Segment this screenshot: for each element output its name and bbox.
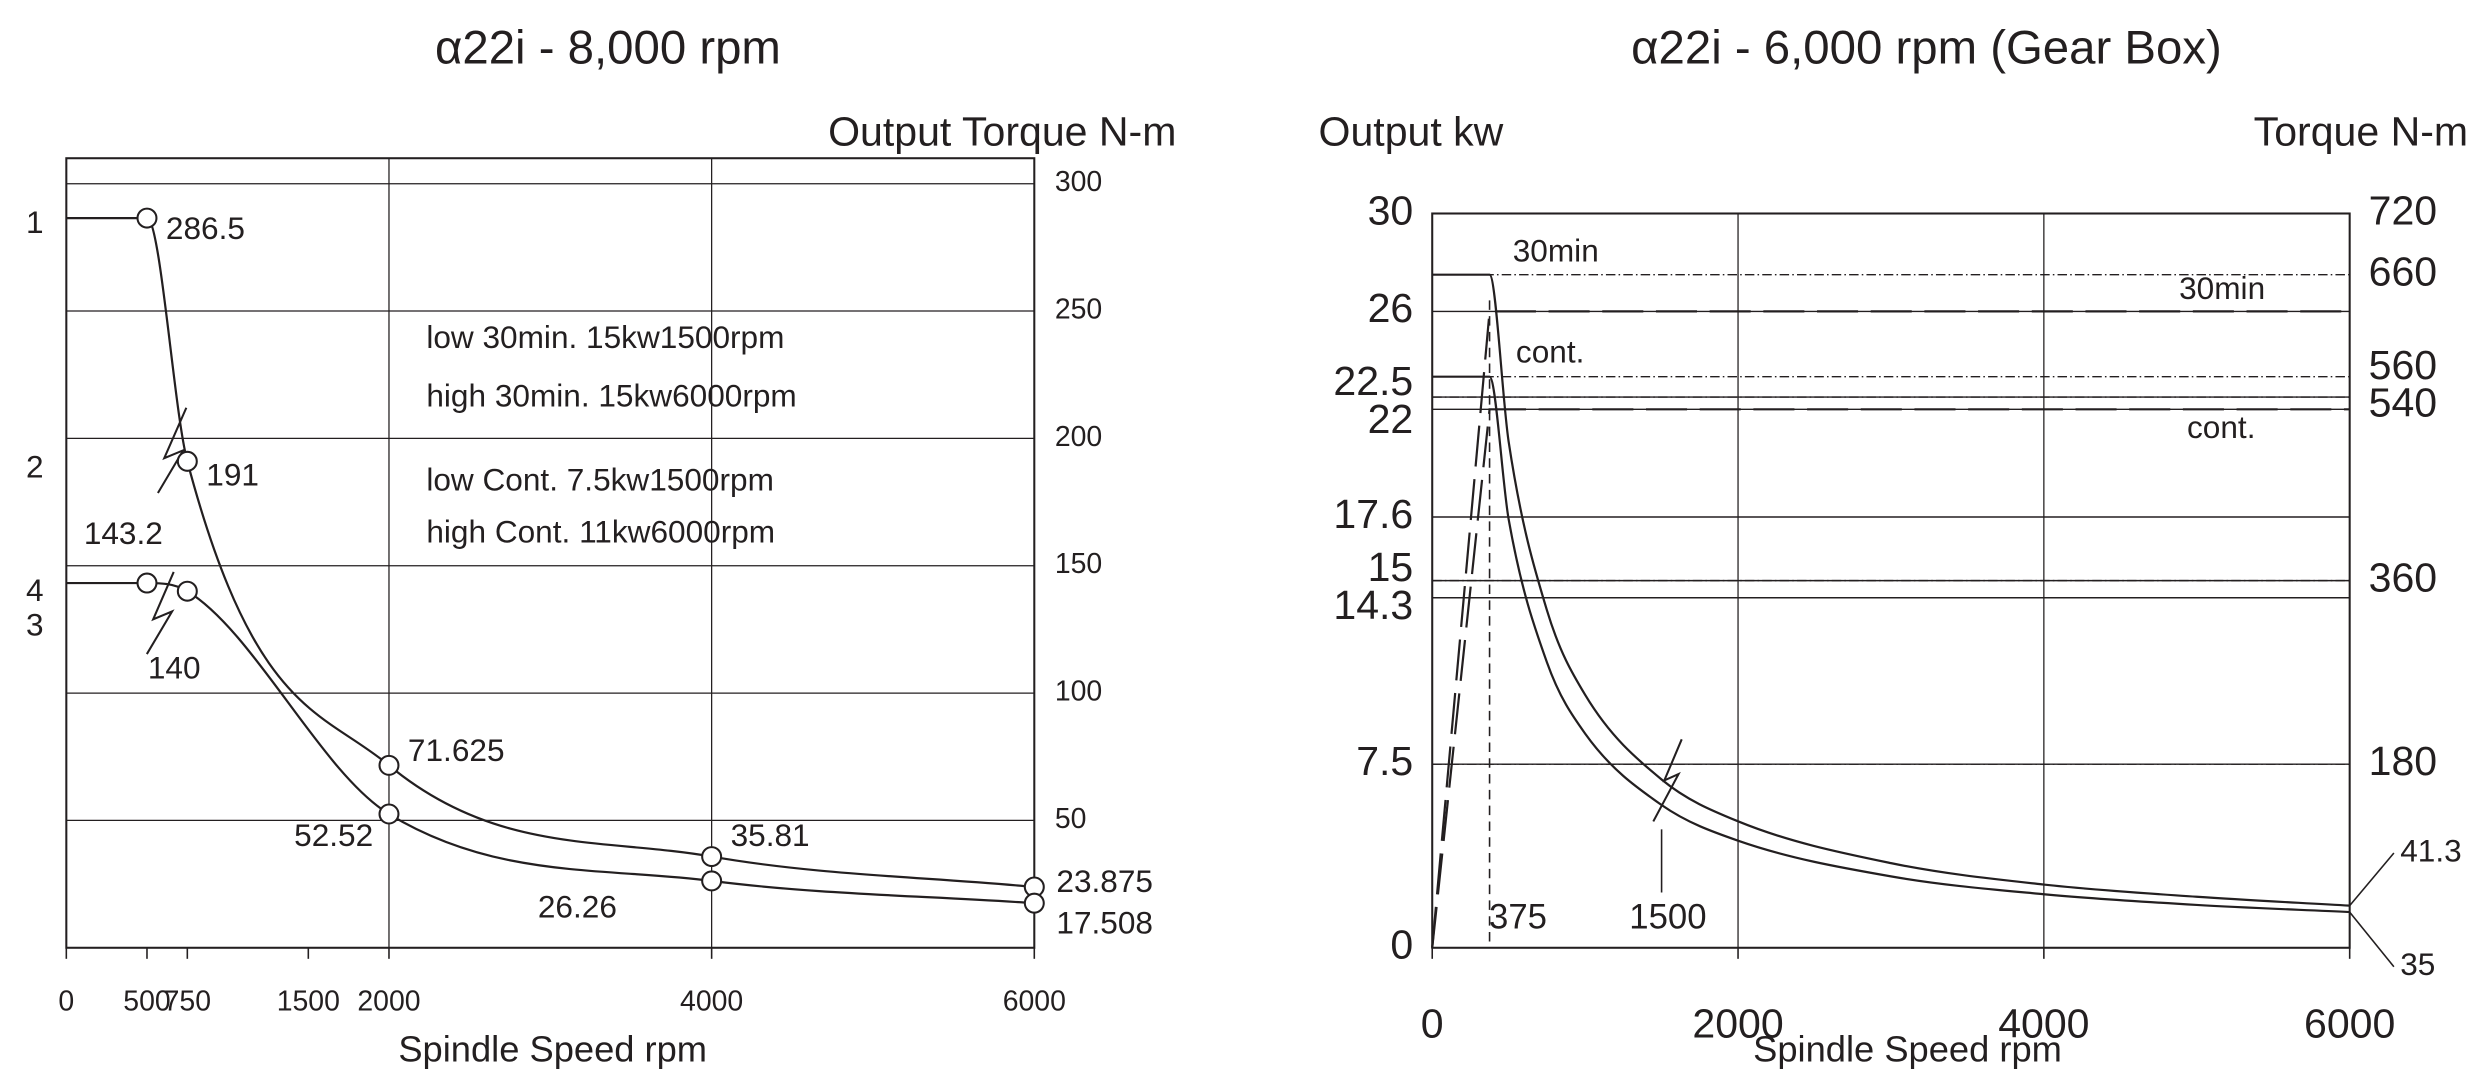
value-label: 17.508	[1056, 905, 1153, 941]
x-tick-label: 750	[164, 986, 211, 1018]
speed-label: 375	[1489, 899, 1547, 937]
point	[1023, 892, 1045, 914]
x-tick-label: 0	[1421, 1001, 1444, 1047]
note: low Cont. 7.5kw1500rpm	[426, 461, 774, 497]
y-tick-label: 22.5	[1333, 358, 1413, 404]
y-tick-label: 22	[1368, 396, 1414, 442]
y-tick-label: 50	[1055, 803, 1087, 835]
y2-tick-label: 560	[2369, 342, 2438, 388]
x-tick-label: 1500	[277, 986, 340, 1018]
point	[176, 450, 198, 472]
note: high 30min. 15kw6000rpm	[426, 378, 796, 414]
point	[176, 580, 198, 602]
x-tick-label: 6000	[2304, 1001, 2395, 1047]
x-tick-label: 0	[58, 986, 74, 1018]
series-label: cont.	[2187, 409, 2255, 445]
y-tick-label: 100	[1055, 676, 1102, 708]
x-axis-label: Spindle Speed rpm	[1753, 1029, 2062, 1070]
y-tick-label: 250	[1055, 294, 1102, 326]
curve-number: 1	[26, 204, 44, 240]
curve	[66, 581, 1035, 905]
break-symbol	[1652, 738, 1683, 822]
curve-number: 4	[26, 572, 44, 608]
value-label: 143.2	[84, 515, 163, 551]
y-tick-label: 200	[1055, 421, 1102, 453]
x-axis-label: Spindle Speed rpm	[398, 1029, 707, 1070]
value-label: 140	[148, 650, 201, 686]
value-label: 52.52	[294, 817, 373, 853]
curve	[1432, 273, 2350, 907]
chart-title: α22i - 6,000 rpm (Gear Box)	[1631, 21, 2222, 74]
point	[378, 803, 400, 825]
x-tick-label: 2000	[1692, 1001, 1783, 1047]
y-tick-label: 0	[1390, 922, 1413, 968]
curve	[1431, 310, 2350, 948]
y-tick-label: 150	[1055, 548, 1102, 580]
x-tick-label: 4000	[680, 986, 743, 1018]
value-label: 286.5	[166, 210, 245, 246]
y-tick-label: 17.6	[1333, 491, 1413, 537]
y-axis-label: Output kw	[1319, 108, 1504, 154]
y-tick-label: 7.5	[1356, 738, 1413, 784]
value-label: 191	[206, 456, 259, 492]
curve	[1432, 375, 2350, 914]
break-symbol	[157, 407, 188, 494]
note: low 30min. 15kw1500rpm	[426, 319, 784, 355]
value-label: 71.625	[408, 732, 505, 768]
x-tick-label: 2000	[357, 986, 420, 1018]
chart-title: α22i - 8,000 rpm	[435, 21, 781, 74]
series-label: cont.	[1516, 333, 1584, 369]
curve-number: 2	[26, 449, 44, 485]
point	[701, 870, 723, 892]
note: high Cont. 11kw6000rpm	[426, 513, 775, 549]
y-axis-label: Output Torque N-m	[828, 108, 1176, 154]
y-tick-label: 14.3	[1333, 582, 1413, 628]
break-symbol	[145, 571, 175, 655]
curve-number: 3	[26, 607, 44, 643]
y-tick-label: 26	[1368, 285, 1414, 331]
y2-axis-label: Torque N-m	[2254, 108, 2468, 154]
y2-tick-label: 540	[2369, 380, 2438, 426]
frame	[65, 157, 1036, 949]
curve	[1431, 408, 2350, 948]
y2-tick-label: 720	[2369, 187, 2438, 233]
speed-label: 1500	[1629, 899, 1706, 937]
y2-tick-label: 660	[2369, 249, 2438, 295]
y-tick-label: 300	[1055, 166, 1102, 198]
point	[136, 207, 158, 229]
x-tick-label: 6000	[1003, 986, 1066, 1018]
end-value-label: 35	[2400, 946, 2435, 982]
leader-line	[2349, 911, 2395, 968]
value-label: 23.875	[1056, 863, 1153, 899]
leader-line	[2349, 852, 2395, 907]
end-value-label: 41.3	[2400, 832, 2461, 868]
x-tick-label: 4000	[1998, 1001, 2089, 1047]
point	[378, 754, 400, 776]
point	[136, 572, 158, 594]
value-label: 35.81	[731, 817, 810, 853]
y2-tick-label: 180	[2369, 738, 2438, 784]
y2-tick-label: 360	[2369, 554, 2438, 600]
x-tick-label: 500	[123, 986, 170, 1018]
point	[701, 846, 723, 868]
series-label: 30min	[2179, 270, 2265, 306]
value-label: 26.26	[538, 889, 617, 925]
y-tick-label: 15	[1368, 544, 1414, 590]
series-label: 30min	[1513, 232, 1599, 268]
curve	[66, 216, 1035, 889]
y-tick-label: 30	[1368, 187, 1414, 233]
